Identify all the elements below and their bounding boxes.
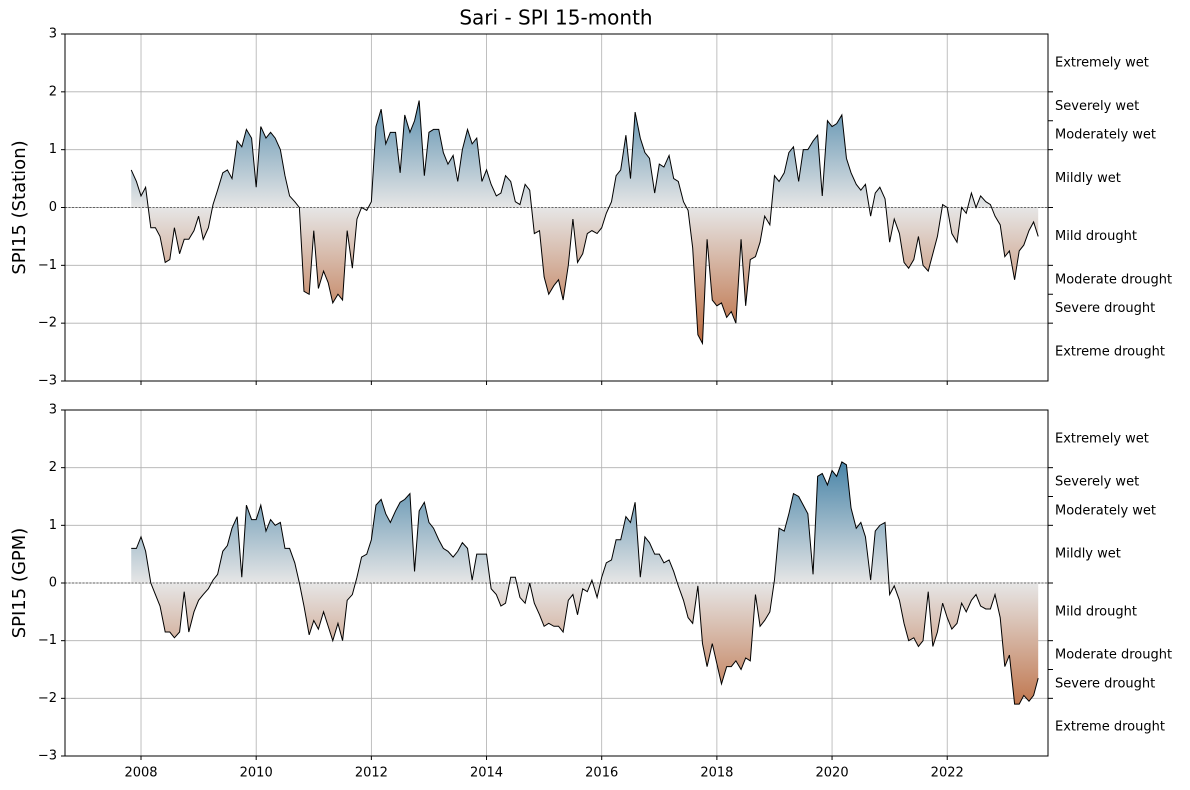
data-line xyxy=(131,461,1039,705)
x-tick-label: 2022 xyxy=(931,766,964,781)
class-label: Mild drought xyxy=(1055,229,1137,244)
y-tick-label: −2 xyxy=(38,691,57,706)
class-label: Extreme drought xyxy=(1055,345,1165,360)
area-fill xyxy=(131,100,1039,344)
y-tick-label: 0 xyxy=(49,576,57,591)
y-tick-label: 1 xyxy=(49,518,57,533)
class-label: Severe drought xyxy=(1055,676,1155,691)
class-label: Mildly wet xyxy=(1055,171,1121,186)
data-line xyxy=(130,100,1039,346)
figure-title: Sari - SPI 15-month xyxy=(459,6,652,30)
x-tick-label: 2012 xyxy=(355,766,388,781)
class-label: Severe drought xyxy=(1055,301,1155,316)
class-label: Extreme drought xyxy=(1055,720,1165,735)
y-tick-label: 3 xyxy=(49,403,57,418)
x-tick-label: 2016 xyxy=(585,766,618,781)
x-tick-label: 2014 xyxy=(470,766,503,781)
class-label: Moderate drought xyxy=(1055,272,1172,287)
y-axis-label: SPI15 (GPM) xyxy=(9,528,30,639)
y-tick-label: −1 xyxy=(38,258,57,273)
y-tick-label: 3 xyxy=(49,27,57,42)
y-tick-label: 2 xyxy=(49,460,57,475)
class-label: Mildly wet xyxy=(1055,547,1121,562)
y-axis-label: SPI15 (Station) xyxy=(9,140,30,274)
x-tick-label: 2010 xyxy=(240,766,273,781)
y-tick-label: −1 xyxy=(38,633,57,648)
class-label: Moderately wet xyxy=(1055,503,1156,518)
y-tick-label: −3 xyxy=(38,374,57,389)
x-tick-label: 2020 xyxy=(816,766,849,781)
y-tick-label: −3 xyxy=(38,749,57,764)
y-tick-label: 1 xyxy=(49,142,57,157)
class-label: Extremely wet xyxy=(1055,431,1149,446)
x-tick-label: 2008 xyxy=(124,766,157,781)
class-label: Moderate drought xyxy=(1055,648,1172,663)
class-label: Mild drought xyxy=(1055,604,1137,619)
class-label: Extremely wet xyxy=(1055,55,1149,70)
x-tick-label: 2018 xyxy=(700,766,733,781)
y-tick-label: −2 xyxy=(38,316,57,331)
class-label: Severely wet xyxy=(1055,475,1139,490)
class-label: Severely wet xyxy=(1055,99,1139,114)
class-label: Moderately wet xyxy=(1055,128,1156,143)
y-tick-label: 2 xyxy=(49,84,57,99)
y-tick-label: 0 xyxy=(49,200,57,215)
